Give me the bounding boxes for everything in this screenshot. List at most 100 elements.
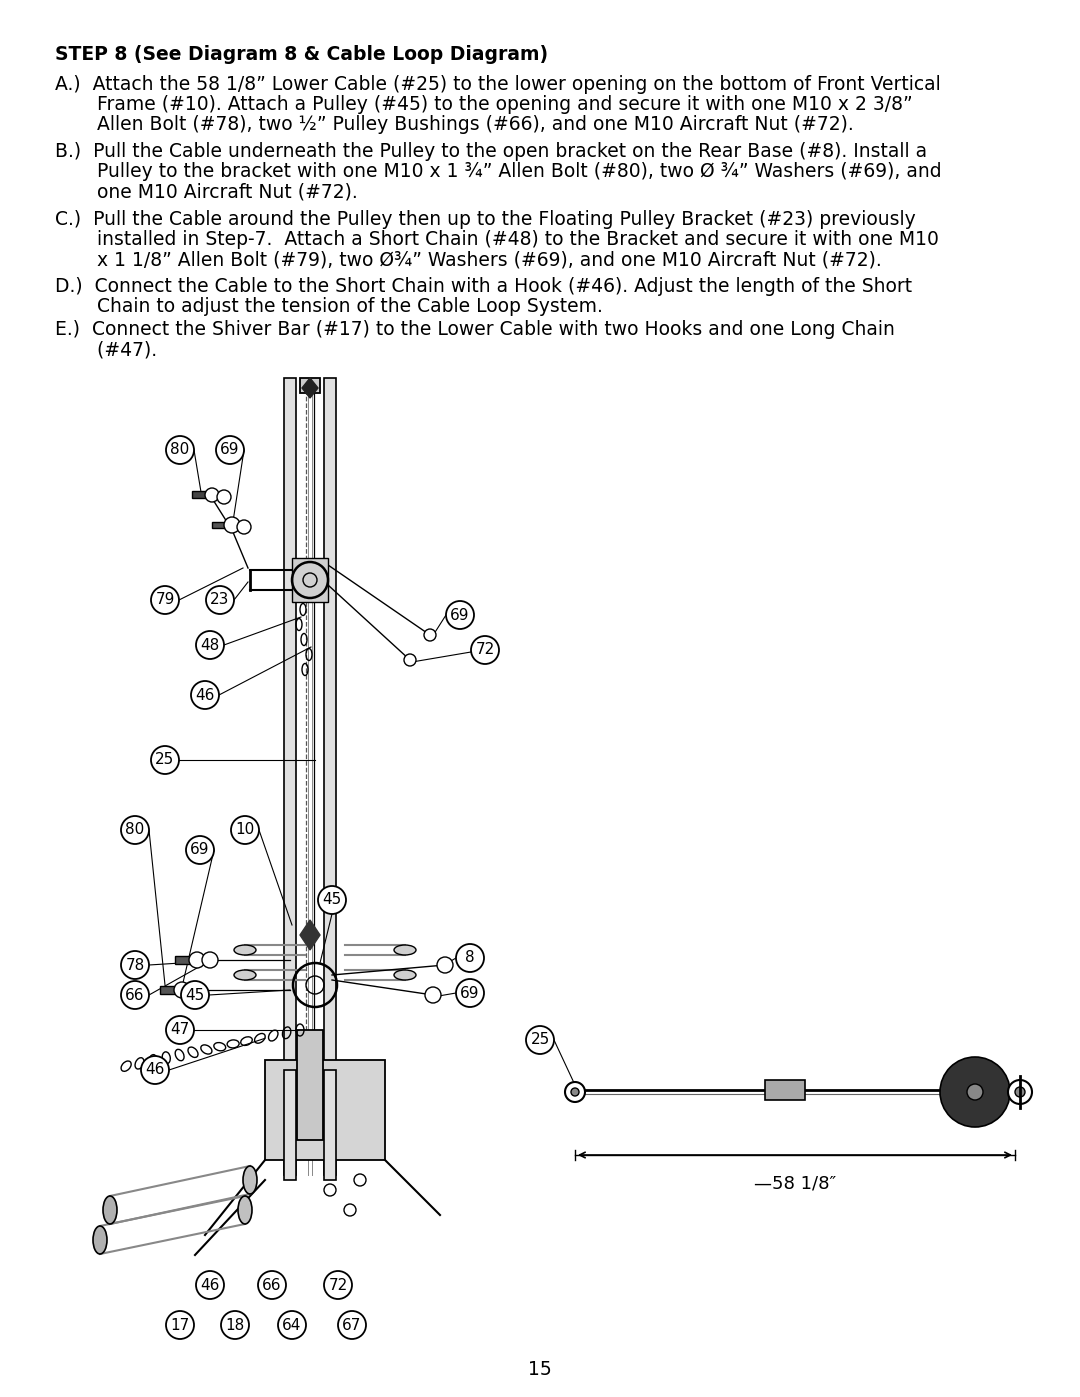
Circle shape — [1008, 1080, 1032, 1104]
Circle shape — [231, 816, 259, 844]
Text: one M10 Aircraft Nut (#72).: one M10 Aircraft Nut (#72). — [55, 182, 357, 201]
Bar — [284, 1070, 296, 1180]
Circle shape — [187, 982, 203, 997]
Text: x 1 1/8” Allen Bolt (#79), two Ø¾” Washers (#69), and one M10 Aircraft Nut (#72): x 1 1/8” Allen Bolt (#79), two Ø¾” Washe… — [55, 250, 881, 270]
Circle shape — [354, 1173, 366, 1186]
Circle shape — [456, 944, 484, 972]
Circle shape — [166, 1016, 194, 1044]
Text: 46: 46 — [200, 1277, 219, 1292]
Text: 64: 64 — [282, 1317, 301, 1333]
Text: 80: 80 — [125, 823, 145, 837]
Polygon shape — [300, 921, 320, 950]
Text: 66: 66 — [262, 1277, 282, 1292]
Circle shape — [121, 951, 149, 979]
Text: 69: 69 — [450, 608, 470, 623]
Circle shape — [278, 1310, 306, 1338]
Text: 46: 46 — [146, 1063, 164, 1077]
Bar — [324, 379, 336, 1175]
Text: E.)  Connect the Shiver Bar (#17) to the Lower Cable with two Hooks and one Long: E.) Connect the Shiver Bar (#17) to the … — [55, 320, 895, 339]
Bar — [265, 1060, 384, 1160]
Circle shape — [940, 1058, 1010, 1127]
Circle shape — [318, 886, 346, 914]
Text: 17: 17 — [171, 1317, 190, 1333]
Text: 10: 10 — [235, 823, 255, 837]
Bar — [175, 956, 195, 964]
Circle shape — [195, 1271, 224, 1299]
Circle shape — [424, 629, 436, 641]
Circle shape — [324, 1185, 336, 1196]
Circle shape — [206, 585, 234, 615]
Text: 80: 80 — [171, 443, 190, 457]
Circle shape — [471, 636, 499, 664]
Text: C.)  Pull the Cable around the Pulley then up to the Floating Pulley Bracket (#2: C.) Pull the Cable around the Pulley the… — [55, 210, 916, 229]
Text: 25: 25 — [156, 753, 175, 767]
Circle shape — [195, 631, 224, 659]
Text: installed in Step-7.  Attach a Short Chain (#48) to the Bracket and secure it wi: installed in Step-7. Attach a Short Chai… — [55, 231, 939, 249]
Circle shape — [967, 1084, 983, 1099]
Text: (#47).: (#47). — [55, 339, 157, 359]
Circle shape — [189, 951, 205, 968]
Bar — [765, 1080, 805, 1099]
Ellipse shape — [234, 944, 256, 956]
Circle shape — [324, 1271, 352, 1299]
Text: 46: 46 — [195, 687, 215, 703]
Bar — [297, 1030, 323, 1140]
Circle shape — [205, 488, 219, 502]
Circle shape — [216, 436, 244, 464]
Text: 69: 69 — [220, 443, 240, 457]
Text: Allen Bolt (#78), two ½” Pulley Bushings (#66), and one M10 Aircraft Nut (#72).: Allen Bolt (#78), two ½” Pulley Bushings… — [55, 115, 854, 134]
Circle shape — [191, 680, 219, 710]
Text: 45: 45 — [186, 988, 204, 1003]
Ellipse shape — [394, 944, 416, 956]
Text: —58 1/8″: —58 1/8″ — [754, 1175, 836, 1193]
Bar — [212, 522, 230, 528]
Bar — [300, 379, 320, 393]
Circle shape — [151, 746, 179, 774]
Ellipse shape — [394, 970, 416, 981]
Circle shape — [166, 436, 194, 464]
Text: STEP 8 (See Diagram 8 & Cable Loop Diagram): STEP 8 (See Diagram 8 & Cable Loop Diagr… — [55, 45, 549, 64]
Bar — [160, 986, 180, 995]
Text: 67: 67 — [342, 1317, 362, 1333]
Bar — [292, 557, 328, 602]
Polygon shape — [302, 379, 318, 398]
Text: B.)  Pull the Cable underneath the Pulley to the open bracket on the Rear Base (: B.) Pull the Cable underneath the Pulley… — [55, 142, 927, 161]
Circle shape — [571, 1088, 579, 1097]
Ellipse shape — [243, 1166, 257, 1194]
Circle shape — [345, 1204, 356, 1215]
Circle shape — [217, 490, 231, 504]
Circle shape — [565, 1083, 585, 1102]
Bar — [192, 490, 212, 497]
Text: 72: 72 — [475, 643, 495, 658]
Circle shape — [202, 951, 218, 968]
Circle shape — [121, 981, 149, 1009]
Circle shape — [526, 1025, 554, 1053]
Circle shape — [456, 979, 484, 1007]
Text: 69: 69 — [460, 985, 480, 1000]
Text: D.)  Connect the Cable to the Short Chain with a Hook (#46). Adjust the length o: D.) Connect the Cable to the Short Chain… — [55, 277, 913, 296]
Text: 66: 66 — [125, 988, 145, 1003]
Circle shape — [258, 1271, 286, 1299]
Ellipse shape — [93, 1227, 107, 1255]
Circle shape — [181, 981, 210, 1009]
Circle shape — [166, 1310, 194, 1338]
Text: Chain to adjust the tension of the Cable Loop System.: Chain to adjust the tension of the Cable… — [55, 298, 603, 316]
Text: 45: 45 — [322, 893, 341, 908]
Circle shape — [121, 816, 149, 844]
Text: 72: 72 — [328, 1277, 348, 1292]
Circle shape — [404, 654, 416, 666]
Circle shape — [221, 1310, 249, 1338]
Circle shape — [186, 835, 214, 863]
Circle shape — [174, 982, 190, 997]
Text: Frame (#10). Attach a Pulley (#45) to the opening and secure it with one M10 x 2: Frame (#10). Attach a Pulley (#45) to th… — [55, 95, 913, 115]
Circle shape — [437, 957, 453, 972]
Text: 23: 23 — [211, 592, 230, 608]
Circle shape — [237, 520, 251, 534]
Circle shape — [426, 988, 441, 1003]
Circle shape — [446, 601, 474, 629]
Text: 79: 79 — [156, 592, 175, 608]
Bar — [284, 379, 296, 1175]
Text: 78: 78 — [125, 957, 145, 972]
Text: 69: 69 — [190, 842, 210, 858]
Text: A.)  Attach the 58 1/8” Lower Cable (#25) to the lower opening on the bottom of : A.) Attach the 58 1/8” Lower Cable (#25)… — [55, 75, 941, 94]
